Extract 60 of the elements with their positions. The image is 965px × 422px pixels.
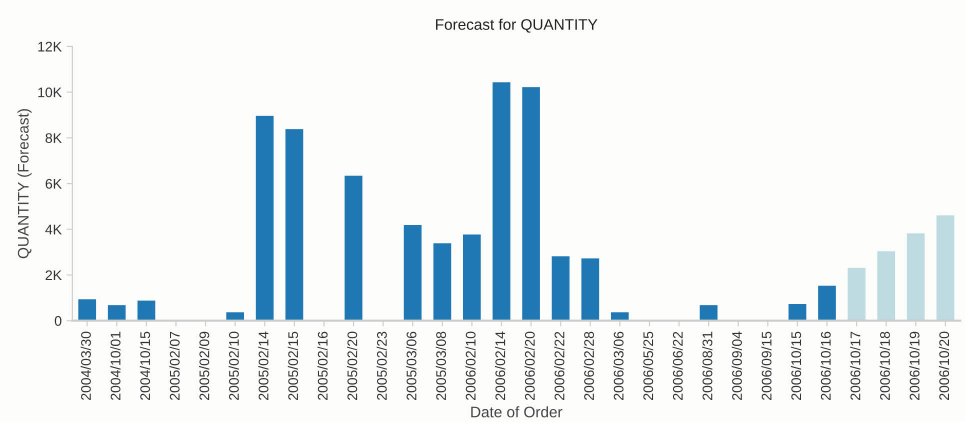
chart-title: Forecast for QUANTITY — [436, 18, 598, 33]
x-tick-label: 2005/02/20 — [347, 332, 358, 400]
x-tick-label: 2005/02/16 — [317, 332, 328, 400]
x-tick-label: 2006/09/04 — [732, 332, 742, 400]
x-axis-title: Date of Order — [471, 406, 562, 418]
x-tick-label: 2006/08/31 — [702, 332, 712, 400]
x-tick-label: 2006/02/22 — [554, 332, 564, 400]
bar — [522, 87, 540, 321]
x-tick-label: 2005/02/14 — [258, 332, 268, 400]
bar — [552, 256, 570, 321]
y-tick-label: 2K — [46, 270, 62, 280]
x-tick-label: 2006/03/06 — [613, 332, 624, 400]
y-axis-title: QUANTITY (Forecast) — [17, 109, 32, 258]
bar — [492, 82, 510, 321]
x-tick-label: 2005/02/07 — [169, 332, 180, 400]
x-tick-label: 2006/10/19 — [909, 332, 920, 400]
x-tick-label: 2004/03/30 — [80, 332, 91, 400]
bar — [788, 304, 806, 321]
x-tick-label: 2006/05/25 — [642, 332, 654, 400]
x-tick-label: 2006/10/17 — [850, 332, 860, 400]
x-tick-label: 2006/02/10 — [465, 332, 476, 400]
bar — [137, 300, 156, 321]
bar — [818, 286, 836, 321]
x-tick-label: 2005/02/15 — [288, 332, 298, 400]
bar — [877, 251, 896, 321]
bar — [285, 129, 304, 321]
bar — [848, 268, 866, 321]
x-tick-label: 2005/03/08 — [436, 332, 446, 400]
x-tick-label: 2005/02/09 — [199, 332, 210, 400]
y-tick-label: 8K — [46, 133, 62, 144]
bar — [108, 305, 126, 321]
x-tick-label: 2006/10/15 — [790, 332, 802, 400]
bar — [906, 233, 925, 321]
x-tick-label: 2006/10/20 — [938, 332, 950, 400]
y-tick-label: 10K — [38, 87, 62, 98]
bar — [463, 234, 481, 321]
bar — [700, 305, 718, 321]
x-tick-label: 2006/06/22 — [672, 332, 683, 400]
x-tick-label: 2004/10/15 — [140, 332, 150, 400]
bar — [78, 299, 96, 321]
x-tick-label: 2004/10/01 — [110, 332, 120, 400]
y-tick-label: 0 — [54, 316, 62, 326]
x-tick-label: 2006/09/15 — [761, 332, 772, 400]
bar — [404, 224, 422, 321]
x-tick-label: 2006/02/20 — [524, 332, 535, 400]
bar — [581, 258, 600, 321]
x-tick-label: 2006/10/16 — [820, 332, 831, 400]
bar — [433, 243, 452, 321]
bar — [256, 116, 274, 321]
bar — [936, 215, 954, 321]
y-tick-label: 12K — [38, 42, 62, 52]
x-tick-label: 2005/03/06 — [406, 332, 416, 400]
bar — [344, 176, 362, 321]
x-tick-label: 2006/10/18 — [880, 332, 890, 400]
y-tick-label: 6K — [46, 178, 62, 189]
x-tick-label: 2005/02/10 — [228, 332, 239, 400]
x-tick-label: 2005/02/23 — [376, 332, 387, 400]
x-tick-label: 2006/02/14 — [495, 332, 506, 400]
y-tick-label: 4K — [45, 224, 62, 234]
x-tick-label: 2006/02/28 — [584, 332, 594, 400]
